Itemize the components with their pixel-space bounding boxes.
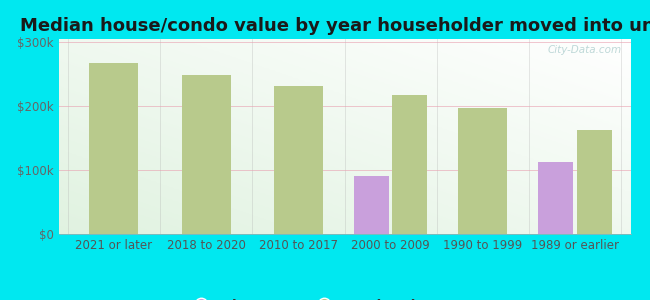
Text: City-Data.com: City-Data.com bbox=[548, 45, 622, 55]
Bar bbox=[538, 162, 573, 234]
Bar bbox=[89, 63, 138, 234]
Title: Median house/condo value by year householder moved into unit: Median house/condo value by year househo… bbox=[20, 17, 650, 35]
Bar bbox=[577, 130, 612, 234]
Bar bbox=[458, 108, 508, 234]
Legend: Edgemont, South Dakota: Edgemont, South Dakota bbox=[182, 293, 450, 300]
Bar bbox=[274, 86, 323, 234]
Bar bbox=[181, 75, 231, 234]
Bar bbox=[354, 176, 389, 234]
Bar bbox=[393, 94, 428, 234]
